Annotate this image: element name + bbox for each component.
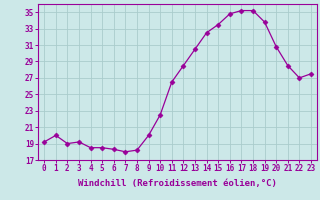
X-axis label: Windchill (Refroidissement éolien,°C): Windchill (Refroidissement éolien,°C) <box>78 179 277 188</box>
